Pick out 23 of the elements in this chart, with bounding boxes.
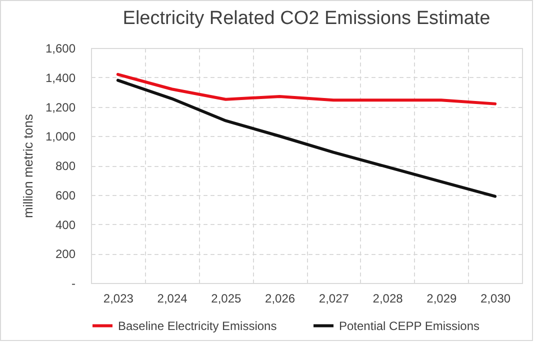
- x-tick-label: 2,028: [372, 292, 404, 306]
- x-tick-label: 2,027: [318, 292, 350, 306]
- y-tick-label: 600: [55, 188, 76, 202]
- line-series: [116, 78, 497, 198]
- y-tick-label: 1,200: [45, 100, 76, 114]
- y-tick-label: 1,400: [45, 70, 76, 85]
- x-tick-label: 2,030: [480, 292, 511, 306]
- y-tick-label: 800: [55, 159, 76, 173]
- x-tick-label: 2,025: [211, 292, 242, 306]
- legend-label: Baseline Electricity Emissions: [118, 318, 277, 333]
- y-axis-title: million metric tons: [20, 113, 36, 218]
- y-tick-label: 1,000: [45, 130, 76, 144]
- x-tick-label: 2,029: [426, 292, 458, 306]
- line-series: [116, 72, 497, 106]
- chart-title: Electricity Related CO2 Emissions Estimate: [122, 8, 490, 29]
- x-tick-label: 2,023: [103, 292, 134, 306]
- y-tick-label: 1,600: [45, 42, 76, 56]
- y-tick-label: 400: [55, 218, 76, 232]
- x-tick-label: 2,026: [265, 292, 296, 306]
- legend-label: Potential CEPP Emissions: [339, 318, 480, 333]
- x-tick-label: 2,024: [157, 292, 188, 306]
- y-tick-label: -: [72, 276, 76, 290]
- y-tick-label: 200: [55, 247, 76, 262]
